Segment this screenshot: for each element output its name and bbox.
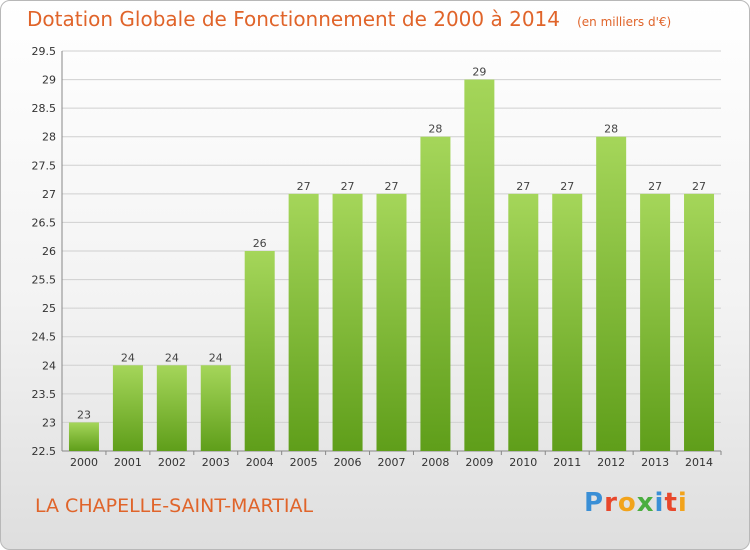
x-tick-label: 2007 [378,456,406,469]
labels: 22.5 23 23.5 24 24.5 25 25.5 26 26.5 27 27.5 28 28.5… [32,45,714,469]
bar [68,422,99,451]
chart-unit: (en milliers d'€) [577,15,672,29]
chart-title: Dotation Globale de Fonctionnement de 20… [27,7,560,31]
commune-name: LA CHAPELLE-SAINT-MARTIAL [35,495,314,517]
x-tick-label: 2000 [70,456,98,469]
x-tick-label: 2011 [553,456,581,469]
data-label: 28 [604,123,618,136]
bar [200,365,231,451]
x-tick-label: 2010 [509,456,537,469]
x-tick-label: 2012 [597,456,625,469]
logo-letter: i [677,488,688,518]
y-tick-label: 27 [42,188,56,201]
proxiti-logo: Proxiti [584,488,688,518]
y-tick-label: 22.5 [32,445,57,458]
data-label: 24 [165,351,179,364]
y-tick-label: 23 [42,416,56,429]
data-label: 29 [472,66,486,79]
logo-letter: i [654,488,665,518]
bar [376,193,407,451]
y-tick-label: 29 [42,74,56,87]
data-label: 27 [341,180,355,193]
bar [508,193,539,451]
data-label: 27 [648,180,662,193]
data-label: 27 [297,180,311,193]
x-tick-label: 2002 [158,456,186,469]
bar [288,193,319,451]
x-tick-label: 2014 [685,456,713,469]
data-label: 24 [209,351,223,364]
logo-letter: o [617,488,637,518]
y-tick-label: 26 [42,245,56,258]
y-tick-label: 23.5 [32,388,57,401]
data-label: 27 [692,180,706,193]
data-label: 24 [121,351,135,364]
data-label: 28 [428,123,442,136]
title-row: Dotation Globale de Fonctionnement de 20… [27,7,671,31]
y-tick-label: 25 [42,302,56,315]
logo-letter: r [604,488,618,518]
x-tick-label: 2003 [202,456,230,469]
bar [684,193,715,451]
data-label: 27 [385,180,399,193]
data-label: 27 [516,180,530,193]
logo-letter: x [636,488,655,518]
bar [156,365,187,451]
data-label: 23 [77,408,91,421]
bars [68,79,715,452]
bar [464,79,495,452]
x-tick-label: 2006 [334,456,362,469]
y-tick-label: 26.5 [32,216,57,229]
x-tick-label: 2005 [290,456,318,469]
bar [596,136,627,451]
data-label: 27 [560,180,574,193]
y-tick-label: 25.5 [32,274,57,287]
bar [244,251,275,451]
y-tick-label: 28.5 [32,102,57,115]
x-tick-label: 2001 [114,456,142,469]
x-tick-label: 2013 [641,456,669,469]
y-tick-label: 24.5 [32,331,57,344]
y-tick-label: 28 [42,131,56,144]
bar [420,136,451,451]
x-tick-label: 2009 [465,456,493,469]
y-tick-label: 24 [42,359,56,372]
x-tick-label: 2004 [246,456,274,469]
bar [640,193,671,451]
bar [332,193,363,451]
y-tick-label: 27.5 [32,159,57,172]
bar [112,365,143,451]
data-label: 26 [253,237,267,250]
logo-letter: P [584,488,605,518]
bar [552,193,583,451]
y-tick-label: 29.5 [32,45,57,58]
logo-letter: t [664,488,678,518]
x-tick-label: 2008 [421,456,449,469]
